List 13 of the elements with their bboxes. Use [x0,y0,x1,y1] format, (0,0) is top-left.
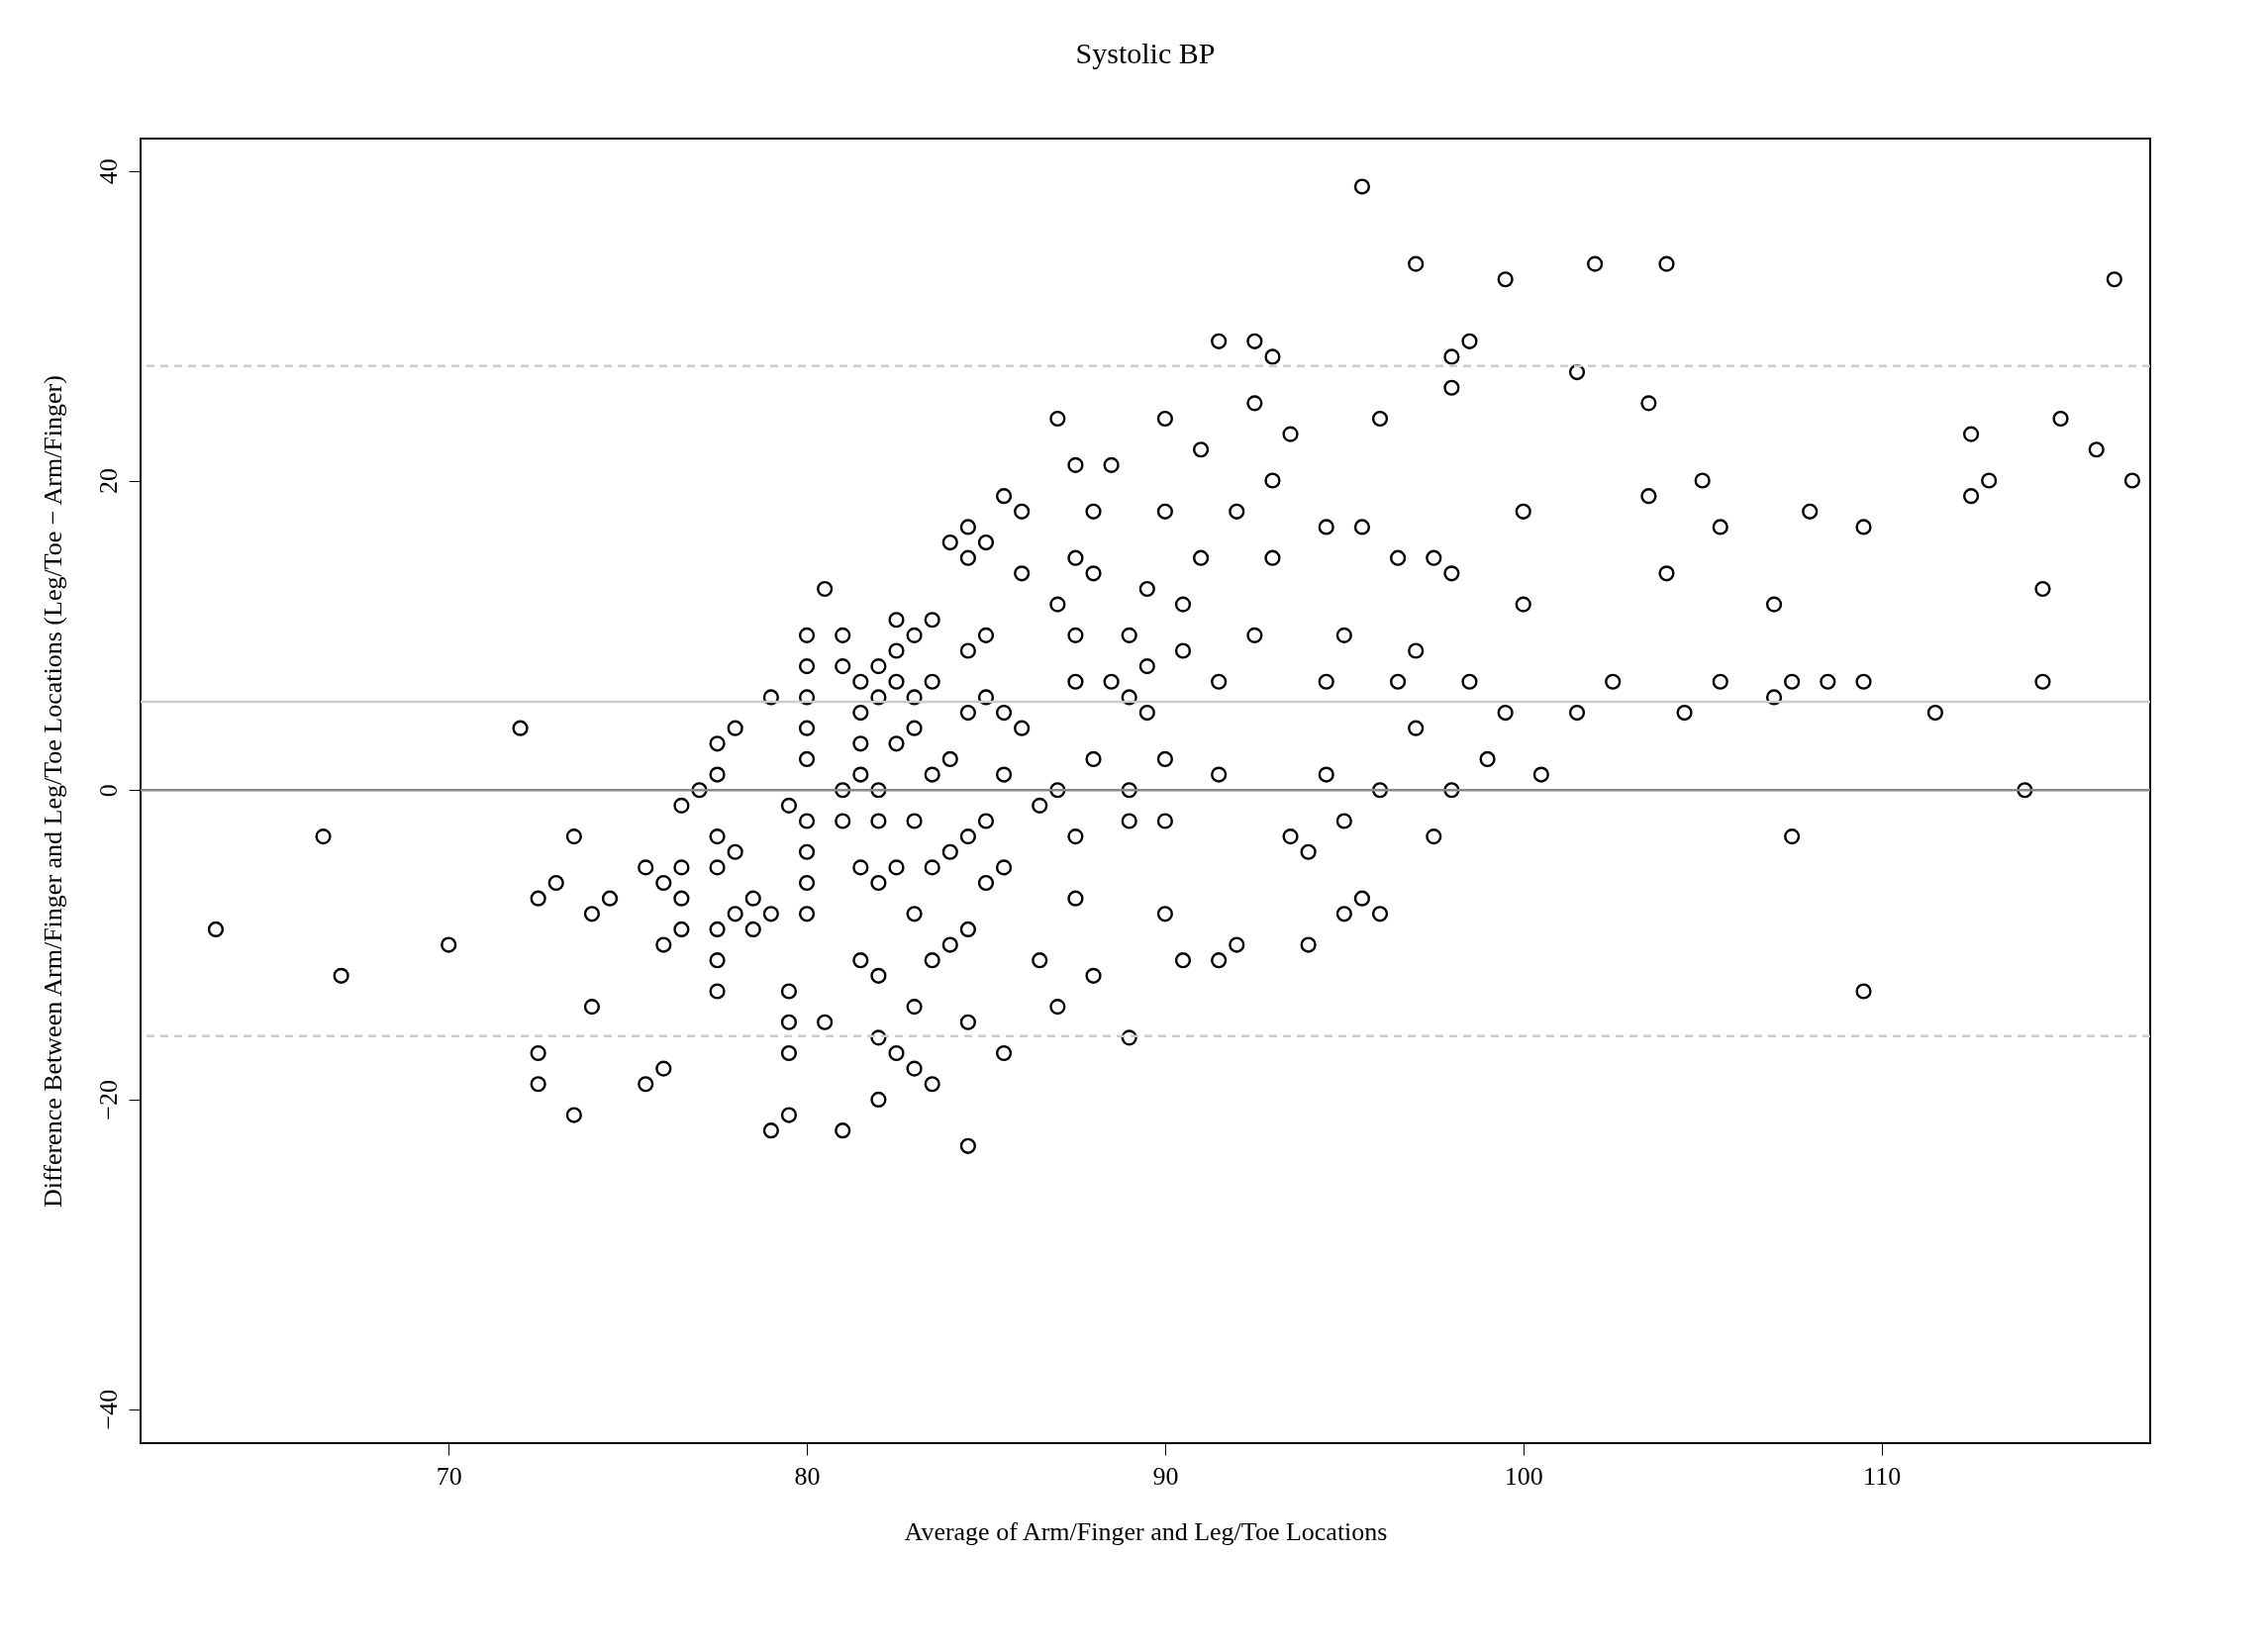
x-tick-label: 70 [436,1461,462,1491]
y-tick-label: −20 [93,1080,123,1120]
y-tick-label: 40 [93,158,123,185]
y-axis-title: Difference Between Arm/Finger and Leg/Toe Locations (Leg/Toe − Arm/Finger) [38,375,67,1208]
x-tick-label: 90 [1152,1461,1179,1491]
y-tick-label: 20 [93,468,123,495]
x-axis-title: Average of Arm/Finger and Leg/Toe Locations [904,1516,1388,1546]
x-tick-label: 100 [1504,1461,1543,1491]
y-tick-label: −40 [93,1389,123,1430]
y-tick-label: 0 [93,784,123,798]
x-tick-label: 110 [1863,1461,1902,1491]
x-tick-label: 80 [794,1461,821,1491]
chart-title: Systolic BP [1075,37,1216,69]
